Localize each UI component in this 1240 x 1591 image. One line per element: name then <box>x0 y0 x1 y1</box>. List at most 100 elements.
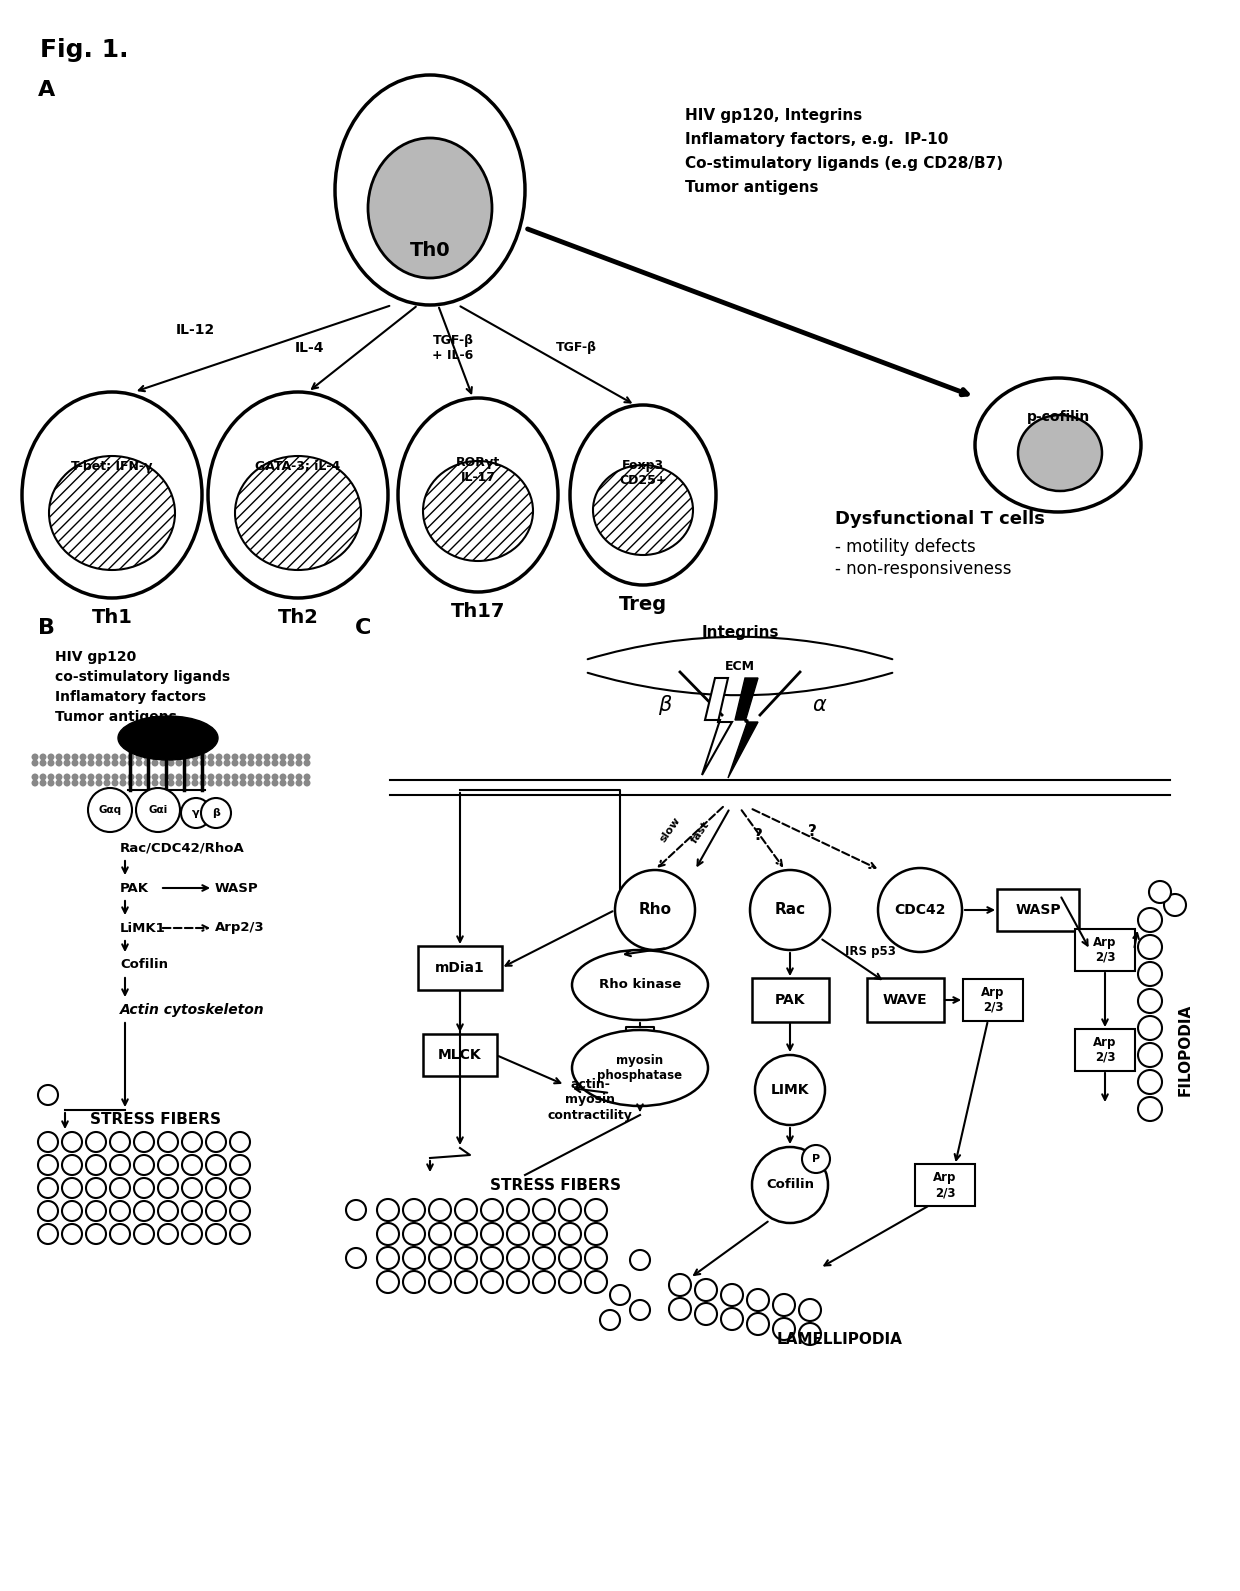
Circle shape <box>134 1133 154 1152</box>
Text: myosin
phosphatase: myosin phosphatase <box>598 1053 682 1082</box>
Text: Cofilin: Cofilin <box>120 958 167 972</box>
Circle shape <box>157 1177 179 1198</box>
Circle shape <box>507 1271 529 1293</box>
Text: Rho: Rho <box>639 902 672 918</box>
Circle shape <box>62 1201 82 1220</box>
Text: T-bet; IFN-γ: T-bet; IFN-γ <box>71 460 153 473</box>
Circle shape <box>95 780 103 786</box>
Circle shape <box>176 754 182 760</box>
Circle shape <box>429 1271 451 1293</box>
Circle shape <box>720 1284 743 1306</box>
Circle shape <box>56 780 62 786</box>
Text: GATA-3; iL-4: GATA-3; iL-4 <box>255 460 341 473</box>
Text: Arp
2/3: Arp 2/3 <box>981 986 1004 1013</box>
Circle shape <box>86 1201 105 1220</box>
Circle shape <box>95 773 103 781</box>
Text: STRESS FIBERS: STRESS FIBERS <box>89 1112 221 1128</box>
Circle shape <box>377 1271 399 1293</box>
Circle shape <box>304 780 310 786</box>
Circle shape <box>184 780 191 786</box>
Text: Tumor antigens: Tumor antigens <box>684 180 818 196</box>
Circle shape <box>135 754 143 760</box>
Circle shape <box>694 1303 717 1325</box>
Circle shape <box>255 759 263 767</box>
Circle shape <box>615 870 694 950</box>
Text: slow: slow <box>657 816 682 845</box>
Circle shape <box>288 759 295 767</box>
Circle shape <box>110 1133 130 1152</box>
Polygon shape <box>702 678 732 775</box>
Text: p-cofilin: p-cofilin <box>1027 410 1090 423</box>
Circle shape <box>559 1271 582 1293</box>
Circle shape <box>134 1155 154 1176</box>
Circle shape <box>239 773 247 781</box>
Circle shape <box>144 759 150 767</box>
Circle shape <box>200 780 207 786</box>
Circle shape <box>47 759 55 767</box>
Circle shape <box>134 1223 154 1244</box>
Circle shape <box>755 1055 825 1125</box>
Circle shape <box>136 788 180 832</box>
Circle shape <box>88 780 94 786</box>
Circle shape <box>112 780 119 786</box>
Circle shape <box>38 1177 58 1198</box>
Circle shape <box>47 754 55 760</box>
Text: TGF-β: TGF-β <box>556 342 596 355</box>
Text: B: B <box>38 617 55 638</box>
Circle shape <box>206 1223 226 1244</box>
Circle shape <box>167 773 175 781</box>
Circle shape <box>207 754 215 760</box>
Circle shape <box>40 759 47 767</box>
Circle shape <box>295 754 303 760</box>
Text: co-stimulatory ligands: co-stimulatory ligands <box>55 670 231 684</box>
Circle shape <box>429 1223 451 1246</box>
Circle shape <box>134 1201 154 1220</box>
Circle shape <box>630 1300 650 1321</box>
Circle shape <box>151 759 159 767</box>
Circle shape <box>216 759 222 767</box>
Circle shape <box>272 773 279 781</box>
Circle shape <box>229 1133 250 1152</box>
Circle shape <box>346 1200 366 1220</box>
Circle shape <box>1164 894 1185 916</box>
FancyBboxPatch shape <box>997 889 1079 931</box>
Circle shape <box>1138 963 1162 986</box>
Circle shape <box>255 780 263 786</box>
Circle shape <box>263 759 270 767</box>
Circle shape <box>47 773 55 781</box>
Circle shape <box>38 1201 58 1220</box>
Circle shape <box>62 1223 82 1244</box>
Circle shape <box>1138 990 1162 1013</box>
Circle shape <box>272 780 279 786</box>
Text: STRESS FIBERS: STRESS FIBERS <box>490 1177 620 1193</box>
FancyBboxPatch shape <box>418 947 502 990</box>
Circle shape <box>255 754 263 760</box>
Circle shape <box>62 1133 82 1152</box>
Circle shape <box>206 1177 226 1198</box>
Text: Inflamatory factors, e.g.  IP-10: Inflamatory factors, e.g. IP-10 <box>684 132 949 146</box>
Circle shape <box>223 759 231 767</box>
Text: Fig. 1.: Fig. 1. <box>40 38 129 62</box>
Circle shape <box>206 1155 226 1176</box>
Text: - non-responsiveness: - non-responsiveness <box>835 560 1012 578</box>
Circle shape <box>585 1200 608 1220</box>
FancyBboxPatch shape <box>915 1165 975 1206</box>
Text: PAK: PAK <box>120 881 149 894</box>
Text: Gαq: Gαq <box>98 805 122 815</box>
Circle shape <box>346 1247 366 1268</box>
Circle shape <box>288 780 295 786</box>
Text: Th2: Th2 <box>278 608 319 627</box>
Text: ?: ? <box>754 827 763 843</box>
Circle shape <box>206 1201 226 1220</box>
Circle shape <box>239 780 247 786</box>
Ellipse shape <box>593 465 693 555</box>
Circle shape <box>72 773 78 781</box>
Text: Th0: Th0 <box>409 240 450 259</box>
FancyBboxPatch shape <box>751 978 828 1021</box>
Circle shape <box>670 1274 691 1297</box>
Circle shape <box>191 754 198 760</box>
Circle shape <box>429 1247 451 1270</box>
Text: Rac: Rac <box>775 902 806 918</box>
Circle shape <box>176 773 182 781</box>
Circle shape <box>1138 908 1162 932</box>
